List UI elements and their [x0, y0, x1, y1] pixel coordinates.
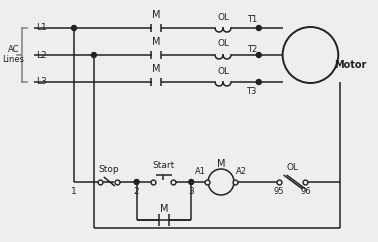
Text: T2: T2 [246, 45, 257, 54]
Text: 2: 2 [134, 187, 139, 196]
Text: 95: 95 [273, 187, 284, 196]
Circle shape [256, 25, 261, 30]
Text: AC: AC [8, 45, 19, 54]
Text: M: M [152, 37, 161, 47]
Text: M: M [152, 64, 161, 74]
Circle shape [189, 180, 194, 184]
Text: 1: 1 [71, 187, 77, 196]
Text: 3: 3 [188, 187, 194, 196]
Text: L3: L3 [36, 77, 47, 86]
Text: L2: L2 [36, 51, 47, 60]
Text: Start: Start [152, 161, 175, 171]
Text: M: M [217, 159, 225, 169]
Circle shape [91, 53, 96, 58]
Text: T3: T3 [246, 86, 257, 96]
Text: M: M [152, 10, 161, 20]
Text: Motor: Motor [334, 60, 366, 70]
Text: Lines: Lines [2, 55, 25, 65]
Text: A1: A1 [195, 167, 206, 176]
Text: L1: L1 [36, 23, 47, 32]
Text: OL: OL [217, 13, 229, 22]
Text: T1: T1 [246, 15, 257, 23]
Text: OL: OL [217, 67, 229, 76]
Text: A2: A2 [236, 167, 247, 176]
Text: OL: OL [286, 164, 298, 173]
Circle shape [134, 180, 139, 184]
Circle shape [71, 25, 76, 30]
Text: 96: 96 [300, 187, 311, 196]
Circle shape [256, 80, 261, 84]
Text: M: M [160, 204, 168, 214]
Circle shape [256, 53, 261, 58]
Text: OL: OL [217, 39, 229, 48]
Text: Stop: Stop [98, 166, 119, 174]
